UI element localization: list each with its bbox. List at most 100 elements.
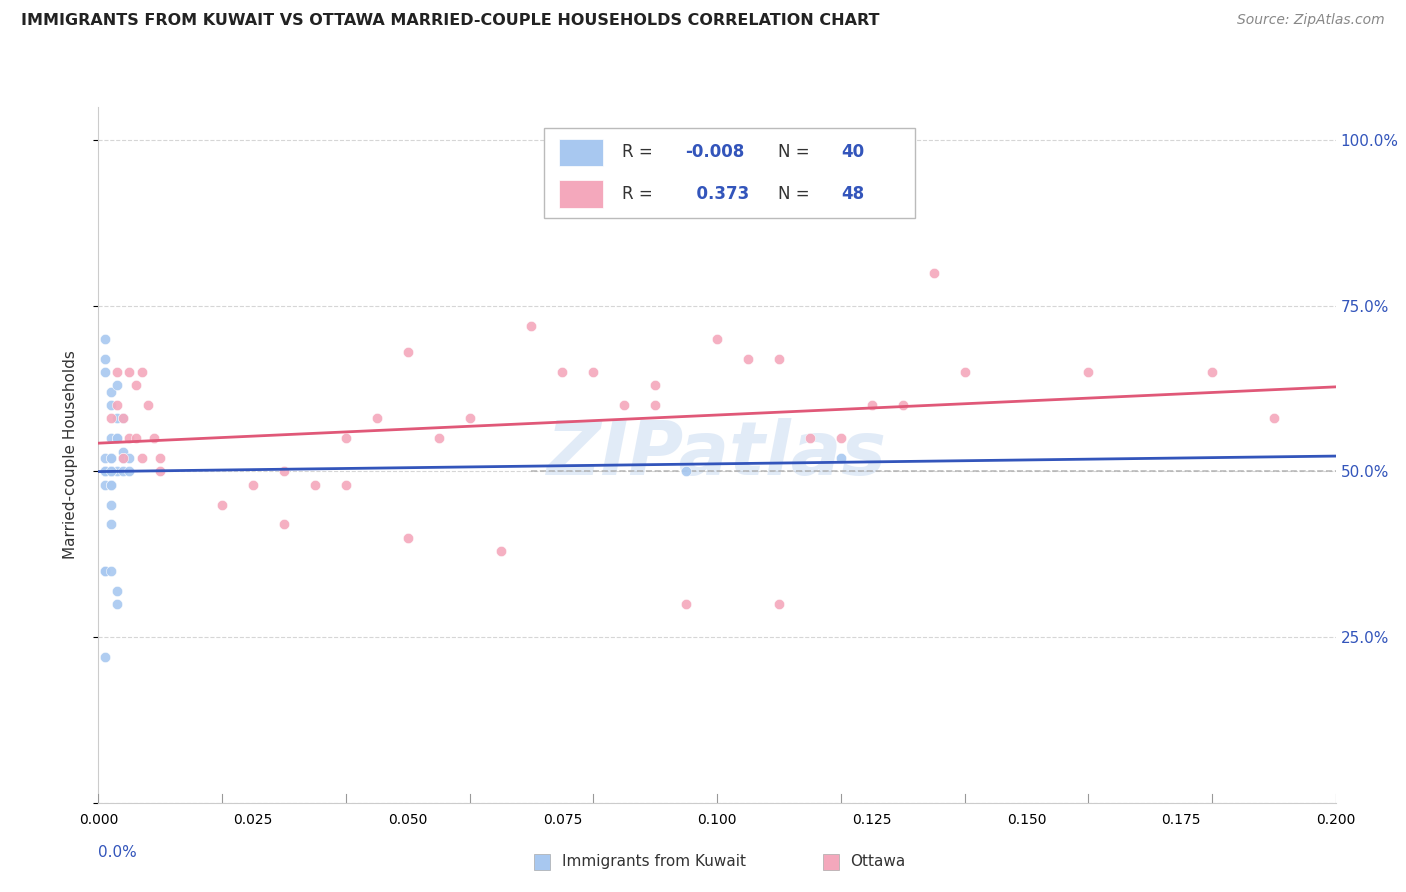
Point: [211, 498, 233, 512]
Point: [118, 465, 141, 479]
Point: [105, 378, 128, 392]
Point: [149, 451, 172, 466]
Point: [118, 365, 141, 379]
Text: R =: R =: [621, 144, 658, 161]
Point: [1263, 411, 1285, 425]
Point: [105, 398, 128, 412]
Point: [118, 431, 141, 445]
Point: [273, 517, 295, 532]
Point: [100, 477, 122, 491]
Point: [105, 365, 128, 379]
Point: [93, 465, 115, 479]
Text: -0.008: -0.008: [685, 144, 744, 161]
Point: [922, 266, 945, 280]
Point: [1077, 365, 1099, 379]
Y-axis label: Married-couple Households: Married-couple Households: [63, 351, 77, 559]
Point: [768, 351, 790, 366]
Point: [100, 465, 122, 479]
Text: 48: 48: [841, 185, 863, 203]
Point: [112, 465, 135, 479]
Text: 0.373: 0.373: [685, 185, 749, 203]
Point: [93, 650, 115, 665]
Point: [93, 465, 115, 479]
Point: [551, 365, 574, 379]
Point: [489, 544, 512, 558]
Point: [366, 411, 388, 425]
Point: [100, 564, 122, 578]
Point: [644, 378, 666, 392]
Point: [613, 398, 636, 412]
Point: [100, 398, 122, 412]
Text: IMMIGRANTS FROM KUWAIT VS OTTAWA MARRIED-COUPLE HOUSEHOLDS CORRELATION CHART: IMMIGRANTS FROM KUWAIT VS OTTAWA MARRIED…: [21, 13, 880, 29]
Point: [124, 431, 146, 445]
Point: [396, 531, 419, 545]
Point: [93, 465, 115, 479]
Point: [105, 431, 128, 445]
Point: [131, 451, 153, 466]
Point: [768, 597, 790, 611]
Bar: [558, 139, 603, 166]
Point: [100, 465, 122, 479]
Point: [891, 398, 914, 412]
Point: [93, 332, 115, 346]
Point: [118, 451, 141, 466]
Point: [953, 365, 976, 379]
Point: [100, 451, 122, 466]
Text: N =: N =: [778, 144, 814, 161]
Point: [799, 431, 821, 445]
Point: [644, 398, 666, 412]
Point: [136, 398, 159, 412]
Point: [93, 451, 115, 466]
Point: [335, 477, 357, 491]
Point: [100, 431, 122, 445]
Point: [112, 444, 135, 458]
Point: [335, 431, 357, 445]
Point: [737, 351, 759, 366]
Point: [100, 384, 122, 399]
Point: [93, 477, 115, 491]
Text: N =: N =: [778, 185, 814, 203]
Bar: [558, 180, 603, 208]
Point: [149, 465, 172, 479]
Point: [830, 451, 852, 466]
Point: [100, 465, 122, 479]
Point: [675, 465, 697, 479]
Point: [112, 451, 135, 466]
Point: [105, 583, 128, 598]
Point: [105, 465, 128, 479]
Point: [706, 332, 728, 346]
Point: [100, 451, 122, 466]
Text: Immigrants from Kuwait: Immigrants from Kuwait: [561, 855, 745, 869]
Text: Source: ZipAtlas.com: Source: ZipAtlas.com: [1237, 13, 1385, 28]
Point: [124, 378, 146, 392]
Point: [273, 465, 295, 479]
Point: [675, 597, 697, 611]
Point: [830, 431, 852, 445]
Point: [396, 345, 419, 359]
Point: [93, 365, 115, 379]
Point: [112, 451, 135, 466]
Point: [105, 411, 128, 425]
Point: [112, 411, 135, 425]
Text: 40: 40: [841, 144, 863, 161]
Text: Ottawa: Ottawa: [849, 855, 905, 869]
Point: [93, 351, 115, 366]
Point: [100, 477, 122, 491]
FancyBboxPatch shape: [544, 128, 915, 219]
Point: [100, 517, 122, 532]
Point: [100, 411, 122, 425]
Point: [105, 597, 128, 611]
Point: [458, 411, 481, 425]
Point: [105, 431, 128, 445]
Point: [100, 498, 122, 512]
Point: [582, 365, 605, 379]
Text: 0.0%: 0.0%: [98, 845, 138, 860]
Point: [304, 477, 326, 491]
Point: [143, 431, 166, 445]
Text: R =: R =: [621, 185, 658, 203]
Point: [131, 365, 153, 379]
Point: [93, 564, 115, 578]
Point: [860, 398, 883, 412]
Point: [242, 477, 264, 491]
Point: [1201, 365, 1223, 379]
